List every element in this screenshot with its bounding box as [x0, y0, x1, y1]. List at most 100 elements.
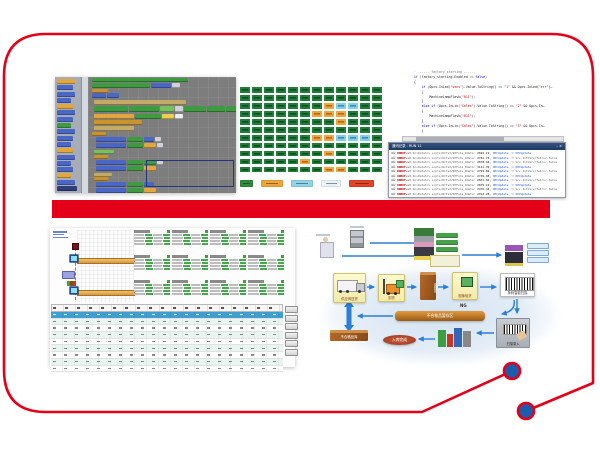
- status-cell: [360, 142, 370, 149]
- log-token: :=: [508, 191, 516, 196]
- panel-value-bar: [182, 259, 191, 261]
- panel-label-bar: [134, 243, 145, 246]
- panel-value-bar: [184, 287, 192, 290]
- panel-line: [248, 290, 284, 293]
- code-line: MachineLampFlash("011");: [414, 95, 566, 100]
- code-token: MachineLampFlash(: [414, 94, 462, 99]
- panel-line: [134, 237, 170, 240]
- panel-value-bar: [144, 265, 153, 268]
- log-row: 4① RDBUFws8.RcvDataSrv.scpts/RCTs2/RTFst…: [391, 160, 563, 165]
- status-cell: [300, 118, 310, 125]
- panel-label-bar: [268, 237, 277, 240]
- panel-label-bar: [134, 290, 144, 293]
- status-cell: [276, 94, 286, 101]
- block: [160, 106, 174, 112]
- block-row: [96, 188, 156, 193]
- status-cell: [240, 94, 250, 101]
- node-label: 条码智能扫描: [507, 290, 528, 295]
- panel-header: [210, 230, 246, 233]
- palette-block: [57, 167, 73, 173]
- code-line: if (Opcs.InLed("sens").Value.ToString() …: [414, 85, 566, 90]
- code-line: {: [414, 109, 566, 114]
- ng-staging-bar: 不合格品暂存区: [395, 311, 485, 321]
- forklift-mast: [383, 279, 385, 294]
- log-token: OPCUpdate: [492, 178, 509, 183]
- status-cell: [264, 126, 274, 133]
- panel-header: [172, 255, 208, 258]
- block: [144, 182, 154, 187]
- panel-status-dot: [205, 255, 208, 258]
- block-row: [96, 143, 163, 148]
- panel-header: [172, 230, 208, 233]
- status-cell: [360, 94, 370, 101]
- panel-label-bar: [154, 243, 163, 246]
- palette-block: [57, 110, 75, 116]
- panel-line: [210, 243, 246, 246]
- panel-label-bar: [268, 268, 277, 271]
- code-token: "Selec": [460, 104, 474, 109]
- panel-label-bar: [248, 234, 258, 236]
- block: [175, 114, 183, 119]
- code-line: ' ------ factory_starting ------: [414, 70, 566, 75]
- code-token: [414, 124, 422, 128]
- panel-line: [172, 240, 208, 243]
- forklift-wheel: [387, 292, 390, 295]
- node-label: 图像验货: [458, 293, 472, 298]
- status-cell: [348, 134, 358, 141]
- status-cell: [240, 158, 250, 165]
- block: [94, 173, 112, 177]
- log-token: RDBUF: [397, 182, 406, 187]
- log-token: RDBUF: [397, 191, 406, 196]
- status-cell: [276, 102, 286, 109]
- code-token: (Opcs.InLin(: [437, 123, 461, 128]
- panel-label-bar: [210, 265, 220, 268]
- panel-line: [248, 287, 284, 290]
- code-token: "011": [461, 114, 472, 119]
- panel-label-bar: [172, 259, 182, 261]
- log-token: RDBUF: [397, 173, 406, 178]
- status-cell: [348, 110, 358, 117]
- block: [94, 177, 108, 181]
- code-line: {: [414, 129, 566, 134]
- status-cell: [300, 110, 310, 117]
- printer-base: [505, 263, 523, 266]
- cluster-part: [438, 330, 446, 347]
- status-cell: [264, 102, 274, 109]
- panel-value-bar: [277, 243, 284, 246]
- panel-value-bar: [239, 259, 246, 261]
- panel-label-bar: [229, 240, 239, 243]
- log-row: 4① RDBUFws8.RcvDataSrv.scpts/RCTs2/RTFst…: [391, 174, 563, 179]
- code-token: && Opcs.In…: [521, 104, 545, 109]
- panel-line: [248, 243, 284, 246]
- panel-line: [134, 262, 170, 265]
- palette-block: [57, 179, 75, 185]
- status-cell: [264, 94, 274, 101]
- panel-value-bar: [182, 265, 191, 268]
- log-row: 4① RDBUFws8.RcvDataSrv.scpts/RCTs2/RTFst…: [391, 165, 563, 170]
- status-cell: [252, 166, 262, 173]
- panel-line: [210, 287, 246, 290]
- status-cell: [336, 94, 346, 101]
- panel-title-bar: [134, 255, 150, 258]
- log-token: OPCUpdate: [515, 173, 532, 178]
- panel-line: [210, 293, 246, 296]
- panel-value-bar: [239, 243, 246, 246]
- panel-title-bar: [248, 255, 264, 258]
- panel-value-bar: [239, 287, 246, 290]
- table-side-button: [285, 331, 298, 339]
- palette-block: [57, 173, 71, 179]
- panel-line: [248, 240, 284, 243]
- block: [144, 166, 156, 171]
- status-cell: [252, 110, 262, 117]
- panel-label-bar: [192, 287, 201, 290]
- panel-title-bar: [210, 255, 226, 258]
- log-row: 4① RDBUFws8.RcvDataSrv.scpts/RCTs2/RTFst…: [391, 192, 563, 197]
- panel-line: [248, 293, 284, 296]
- log-row: 4① RDBUFws8.RcvDataSrv.scpts/RCTs2/RTFst…: [391, 169, 563, 174]
- panel-title-bar: [248, 230, 264, 233]
- panel-label-bar: [210, 293, 221, 296]
- panel-value-bar: [184, 293, 192, 296]
- panel-status-dot: [167, 280, 170, 283]
- panel-label-bar: [248, 293, 259, 296]
